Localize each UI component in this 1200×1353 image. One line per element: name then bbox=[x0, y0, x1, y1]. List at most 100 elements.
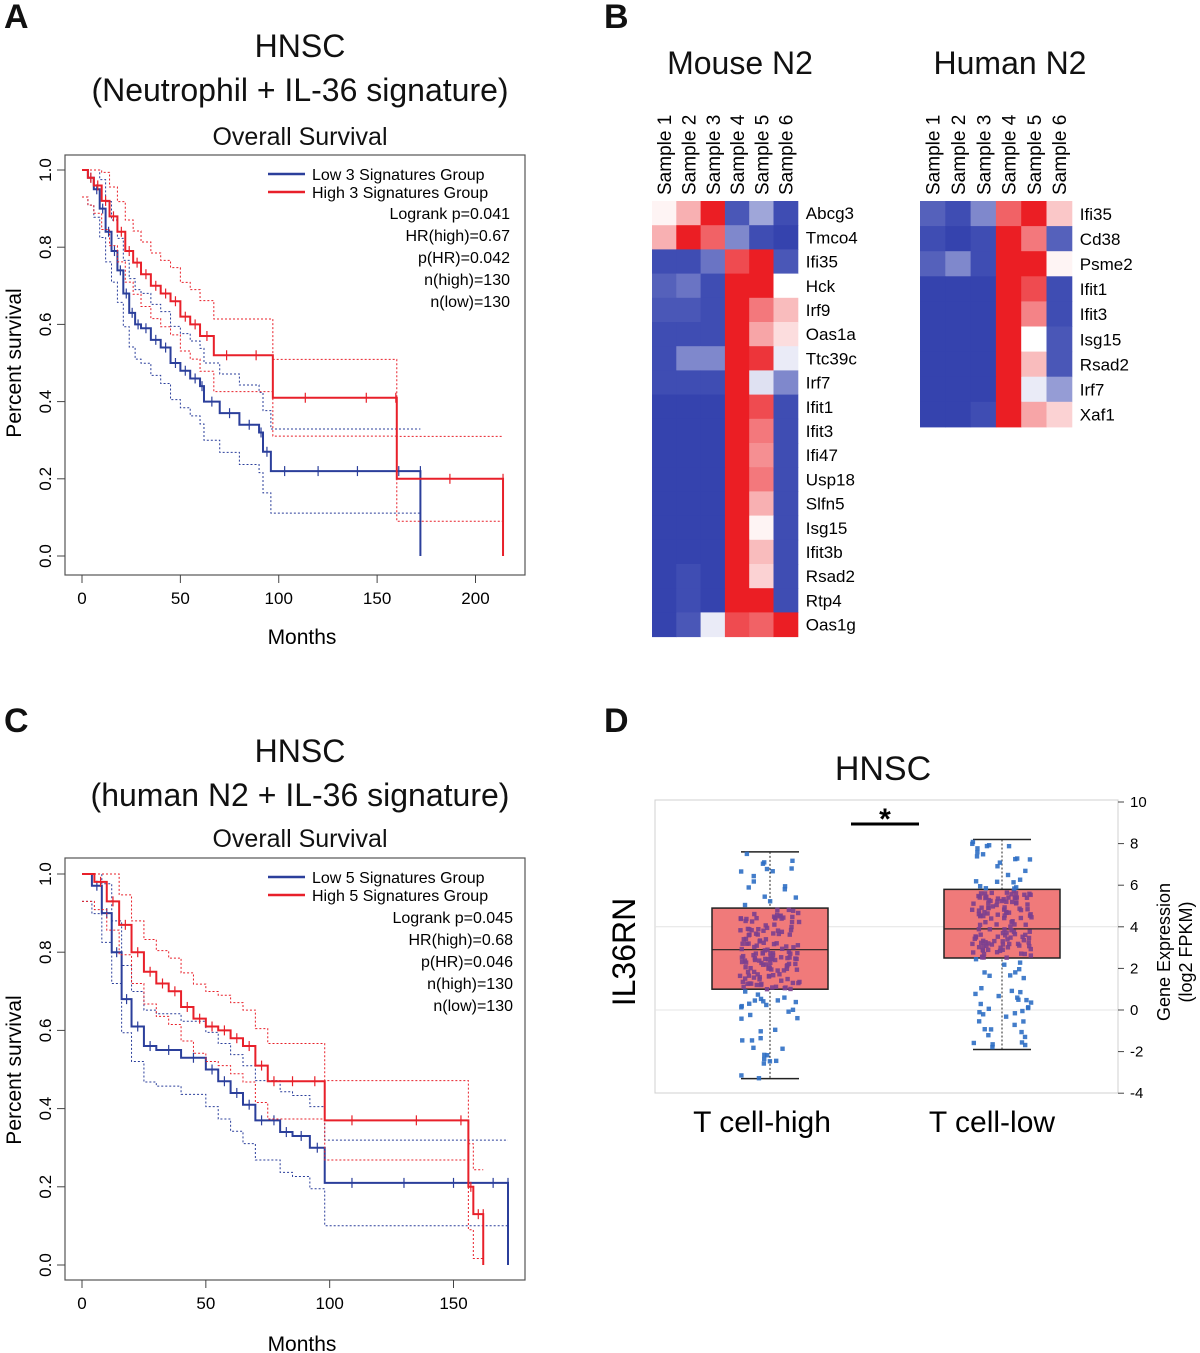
data-point bbox=[982, 970, 987, 975]
data-point bbox=[743, 918, 748, 924]
data-point bbox=[990, 904, 996, 909]
data-point bbox=[747, 1001, 752, 1006]
data-point bbox=[773, 1058, 779, 1064]
data-point bbox=[1017, 960, 1023, 965]
heatmap-cell bbox=[724, 249, 750, 275]
data-point bbox=[1008, 924, 1013, 929]
data-point bbox=[1002, 962, 1007, 967]
data-point bbox=[1019, 1029, 1024, 1035]
data-point bbox=[751, 952, 756, 958]
data-point bbox=[1002, 905, 1007, 910]
data-point bbox=[979, 905, 984, 910]
data-point bbox=[981, 943, 986, 948]
x-tick-label: 200 bbox=[461, 589, 489, 608]
heatmap-cell bbox=[995, 376, 1022, 403]
data-point bbox=[1004, 955, 1009, 960]
heatmap-cell bbox=[773, 201, 799, 226]
data-point bbox=[1016, 997, 1021, 1002]
data-point bbox=[1011, 880, 1016, 885]
heatmap-cell bbox=[676, 201, 702, 226]
data-point bbox=[754, 982, 759, 988]
data-point bbox=[751, 1045, 756, 1051]
heatmap-cell bbox=[749, 249, 774, 275]
data-point bbox=[739, 1003, 744, 1009]
data-point bbox=[789, 866, 794, 871]
box-frame bbox=[654, 799, 1119, 1094]
data-point bbox=[768, 954, 773, 959]
heatmap-cell bbox=[676, 418, 702, 444]
heatmap-cell bbox=[676, 467, 702, 492]
data-point bbox=[744, 851, 750, 857]
y-tick-label: 0.0 bbox=[36, 544, 55, 568]
data-point bbox=[761, 1061, 767, 1066]
data-point bbox=[1012, 931, 1018, 937]
data-point bbox=[769, 956, 774, 962]
heatmap-cell bbox=[749, 467, 774, 492]
y-tick-label: 1.0 bbox=[36, 862, 55, 886]
heatmap-row-label: Isg15 bbox=[1080, 330, 1122, 349]
heatmap-column-label: Sample 6 bbox=[1050, 115, 1071, 195]
heatmap-cell bbox=[724, 443, 750, 468]
data-point bbox=[987, 927, 993, 932]
data-point bbox=[752, 955, 758, 961]
low-group-curve bbox=[82, 169, 422, 556]
km-a-ylabel: Percent survival bbox=[3, 288, 26, 437]
heatmap-cell bbox=[970, 326, 997, 353]
data-point bbox=[976, 908, 982, 913]
heatmap-cell bbox=[920, 226, 946, 252]
data-point bbox=[741, 984, 746, 990]
data-point bbox=[995, 912, 1000, 917]
data-point bbox=[1022, 1042, 1028, 1048]
data-point bbox=[982, 1027, 987, 1032]
heatmap-cell bbox=[773, 443, 799, 468]
data-point bbox=[796, 980, 801, 986]
data-point bbox=[973, 879, 979, 884]
data-point bbox=[1019, 951, 1024, 956]
data-point bbox=[981, 955, 986, 960]
data-point bbox=[790, 980, 796, 986]
km-c-frame bbox=[64, 857, 526, 1281]
data-point bbox=[1001, 907, 1007, 912]
data-point bbox=[1004, 899, 1009, 904]
data-point bbox=[995, 864, 1000, 869]
data-point bbox=[762, 860, 767, 865]
data-point bbox=[760, 962, 766, 967]
data-point bbox=[751, 975, 757, 980]
heatmap-cell bbox=[724, 491, 750, 517]
heatmap-cell bbox=[700, 225, 726, 250]
heatmap-cell bbox=[724, 370, 750, 396]
data-point bbox=[1018, 915, 1024, 921]
y-tick-label: 0.4 bbox=[36, 390, 55, 414]
heatmap-cell bbox=[970, 276, 997, 302]
data-point bbox=[981, 913, 986, 919]
data-point bbox=[985, 911, 990, 916]
heatmap-cell bbox=[700, 491, 726, 517]
data-point bbox=[782, 985, 787, 991]
data-point bbox=[740, 979, 746, 985]
data-point bbox=[986, 1032, 991, 1038]
data-point bbox=[1004, 909, 1009, 915]
heatmap-row-label: Oas1g bbox=[806, 616, 856, 635]
data-point bbox=[970, 941, 975, 947]
legend-high-label: High 5 Signatures Group bbox=[312, 888, 488, 905]
category-label-high: T cell-high bbox=[693, 1106, 831, 1139]
stat-nlow: n(low)=130 bbox=[433, 998, 513, 1015]
panel-c-subtitle: (human N2 + IL-36 signature) bbox=[90, 777, 510, 813]
data-point bbox=[751, 969, 757, 975]
data-point bbox=[795, 950, 800, 956]
heatmap-cell bbox=[652, 539, 677, 565]
stat-phr: p(HR)=0.042 bbox=[418, 250, 510, 267]
data-point bbox=[982, 909, 987, 915]
heatmap-row-label: Ifit1 bbox=[1080, 280, 1107, 299]
data-point bbox=[982, 891, 988, 896]
data-point bbox=[762, 1052, 767, 1058]
data-point bbox=[1005, 937, 1010, 942]
y-tick-label: 0.4 bbox=[36, 1097, 55, 1121]
data-point bbox=[971, 1040, 977, 1046]
data-point bbox=[786, 1009, 791, 1014]
heatmap-row-label: Ifit3b bbox=[806, 543, 843, 562]
data-point bbox=[976, 927, 982, 932]
data-point bbox=[786, 907, 792, 913]
data-point bbox=[755, 992, 761, 997]
panel-c-title: HNSC bbox=[254, 733, 346, 769]
